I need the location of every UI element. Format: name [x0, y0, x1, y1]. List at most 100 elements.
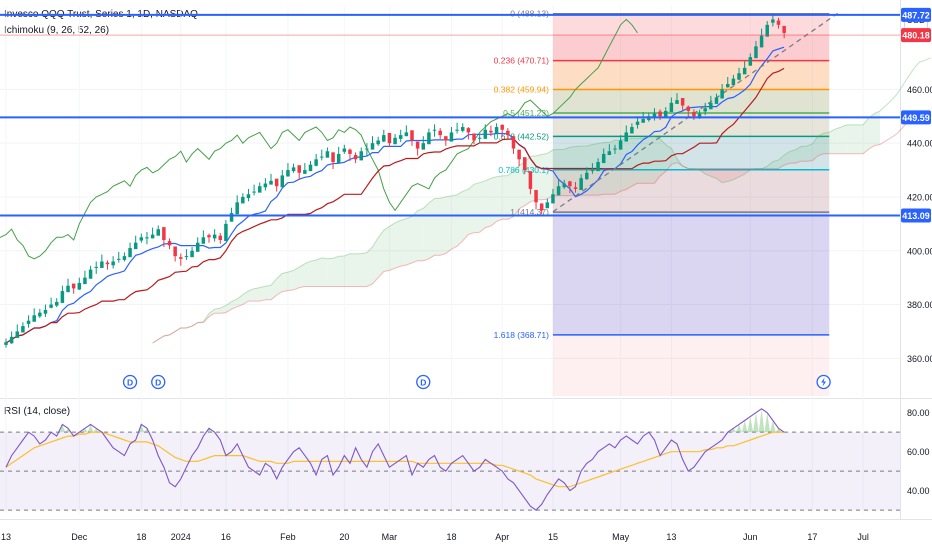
candle[interactable]	[257, 182, 262, 193]
candle[interactable]	[562, 179, 566, 189]
candle[interactable]	[387, 132, 392, 147]
candle[interactable]	[590, 163, 595, 174]
price-label[interactable]: 449.59	[901, 110, 931, 125]
candle[interactable]	[224, 220, 228, 242]
candle[interactable]	[376, 136, 380, 146]
candle[interactable]	[573, 181, 578, 193]
candle[interactable]	[410, 130, 414, 146]
candle[interactable]	[4, 338, 8, 348]
candle[interactable]	[128, 242, 132, 258]
candlestick-series[interactable]	[4, 14, 786, 348]
candle[interactable]	[88, 265, 93, 279]
candle[interactable]	[759, 28, 764, 48]
candle[interactable]	[308, 160, 313, 172]
candle[interactable]	[596, 158, 600, 172]
candle[interactable]	[675, 93, 679, 104]
candle[interactable]	[472, 133, 476, 145]
dividend-marker[interactable]: D	[416, 374, 431, 390]
candle[interactable]	[246, 188, 251, 202]
candle[interactable]	[585, 167, 589, 180]
candle[interactable]	[506, 128, 510, 139]
candle[interactable]	[122, 252, 127, 262]
candle[interactable]	[297, 165, 301, 180]
candle[interactable]	[195, 237, 200, 252]
candle[interactable]	[703, 102, 707, 116]
candle[interactable]	[32, 308, 36, 322]
candle[interactable]	[218, 233, 223, 244]
candle[interactable]	[534, 189, 538, 210]
candle[interactable]	[415, 141, 420, 156]
candle[interactable]	[455, 122, 459, 134]
candle[interactable]	[9, 331, 14, 344]
candle[interactable]	[133, 235, 138, 250]
candle[interactable]	[66, 278, 70, 293]
candle[interactable]	[556, 179, 561, 196]
candle[interactable]	[184, 249, 189, 260]
candle[interactable]	[71, 283, 76, 294]
ichimoku-legend[interactable]: Ichimoku (9, 26, 52, 26)	[4, 25, 110, 36]
candle[interactable]	[489, 125, 493, 137]
candle[interactable]	[444, 136, 448, 146]
candle[interactable]	[314, 153, 318, 167]
candle[interactable]	[607, 144, 612, 156]
price-label[interactable]: 413.09	[901, 208, 931, 223]
fibonacci-retracement[interactable]: 0 (488.13) 0.236 (470.71) 0.382 (459.94) 0.…	[494, 9, 830, 396]
candle[interactable]	[359, 147, 363, 161]
candle[interactable]	[731, 74, 736, 86]
candle[interactable]	[782, 25, 786, 39]
candle[interactable]	[325, 147, 330, 158]
candle[interactable]	[139, 233, 144, 243]
candle[interactable]	[241, 193, 245, 204]
candle[interactable]	[111, 256, 115, 269]
candle[interactable]	[269, 173, 273, 185]
candle[interactable]	[421, 136, 426, 150]
candle[interactable]	[613, 144, 617, 154]
candle[interactable]	[776, 17, 781, 29]
candle[interactable]	[55, 298, 59, 308]
candle[interactable]	[737, 67, 741, 81]
dividend-marker[interactable]: D	[122, 374, 138, 390]
candle[interactable]	[167, 238, 172, 250]
horizontal-levels[interactable]	[0, 13, 900, 217]
candle[interactable]	[500, 124, 504, 137]
earnings-marker[interactable]	[816, 374, 831, 390]
candle[interactable]	[94, 261, 98, 274]
candle[interactable]	[511, 136, 516, 154]
candle[interactable]	[145, 231, 149, 245]
candle[interactable]	[291, 163, 296, 173]
candle[interactable]	[207, 233, 211, 243]
candle[interactable]	[173, 246, 177, 262]
candle[interactable]	[365, 143, 369, 156]
candle[interactable]	[618, 135, 623, 150]
candle[interactable]	[156, 225, 160, 236]
candle[interactable]	[494, 123, 499, 134]
candle[interactable]	[624, 125, 629, 142]
candle[interactable]	[77, 277, 82, 291]
candle[interactable]	[348, 148, 352, 161]
candle[interactable]	[26, 315, 31, 328]
candle[interactable]	[720, 84, 724, 99]
candle[interactable]	[754, 40, 758, 59]
candle[interactable]	[117, 251, 121, 263]
candle[interactable]	[398, 129, 403, 143]
candle[interactable]	[336, 146, 341, 164]
candle[interactable]	[765, 21, 769, 37]
candle[interactable]	[483, 124, 488, 139]
candle[interactable]	[579, 174, 583, 190]
candle[interactable]	[263, 178, 268, 191]
candle[interactable]	[404, 125, 409, 137]
candle[interactable]	[201, 230, 206, 244]
candle[interactable]	[771, 14, 775, 27]
candle[interactable]	[726, 77, 730, 88]
candle[interactable]	[370, 136, 375, 150]
candle[interactable]	[150, 227, 155, 239]
candle[interactable]	[748, 53, 753, 66]
candle[interactable]	[274, 178, 279, 192]
candle[interactable]	[663, 107, 668, 118]
candle[interactable]	[342, 144, 347, 154]
candle[interactable]	[669, 97, 674, 112]
candle[interactable]	[393, 134, 397, 145]
dividend-marker[interactable]: D	[151, 374, 166, 390]
